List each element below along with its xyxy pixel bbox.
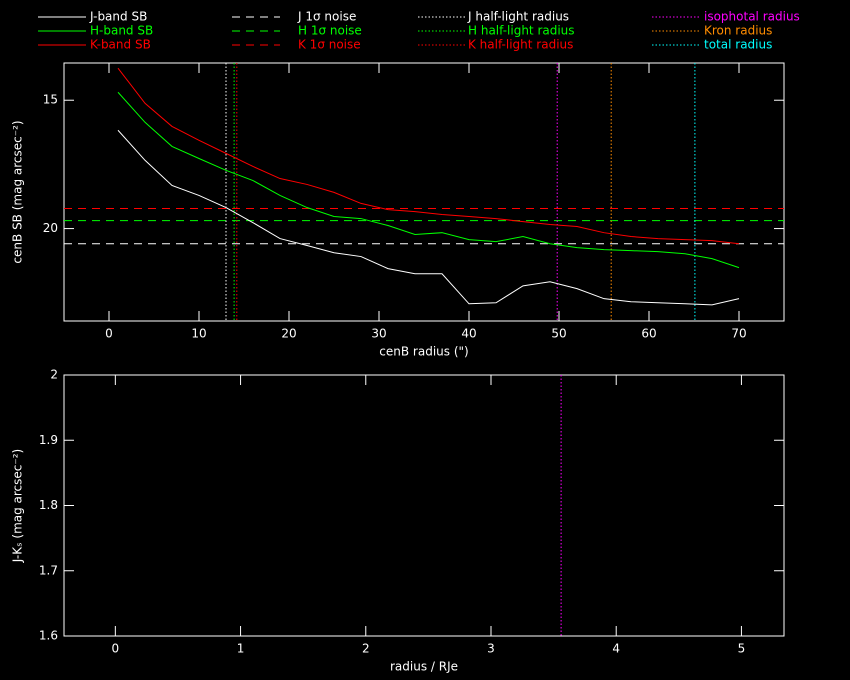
x-tick-label: 40 <box>461 327 476 341</box>
x-tick-label: 0 <box>105 327 113 341</box>
x-tick-label: 4 <box>612 642 620 656</box>
y-axis-label: J-Kₛ (mag arcsec⁻²) <box>11 449 25 563</box>
y-tick-label: 20 <box>43 221 58 235</box>
y-tick-label: 1.6 <box>39 629 58 643</box>
sb-line <box>117 67 740 245</box>
legend-label: K 1σ noise <box>298 38 361 52</box>
x-tick-label: 30 <box>371 327 386 341</box>
plot-frame <box>63 374 785 637</box>
sb-line <box>117 129 740 306</box>
y-tick-label: 1.8 <box>39 498 58 512</box>
x-tick-label: 0 <box>112 642 120 656</box>
sb-line <box>117 91 740 269</box>
x-tick-label: 2 <box>362 642 370 656</box>
legend-label: H 1σ noise <box>298 24 362 38</box>
legend-label: H half-light radius <box>468 24 575 38</box>
legend-label: K-band SB <box>90 38 151 52</box>
x-tick-label: 60 <box>641 327 656 341</box>
x-tick-label: 5 <box>738 642 746 656</box>
legend-label: Kron radius <box>704 24 772 38</box>
y-tick-label: 15 <box>43 93 58 107</box>
x-tick-label: 1 <box>237 642 245 656</box>
legend-label: total radius <box>704 38 772 52</box>
x-tick-label: 50 <box>551 327 566 341</box>
x-tick-label: 70 <box>731 327 746 341</box>
x-axis-label: radius / RJe <box>390 660 458 674</box>
x-axis-label: cenB radius (") <box>379 345 468 359</box>
y-tick-label: 2 <box>50 368 58 382</box>
legend-label: isophotal radius <box>704 10 800 24</box>
legend-label: J 1σ noise <box>297 10 356 24</box>
y-tick-label: 1.9 <box>39 433 58 447</box>
x-tick-label: 3 <box>487 642 495 656</box>
x-tick-label: 20 <box>281 327 296 341</box>
plot-frame <box>63 62 785 322</box>
legend-label: K half-light radius <box>468 38 573 52</box>
legend-label: J half-light radius <box>467 10 569 24</box>
y-axis-label: cenB SB (mag arcsec⁻²) <box>11 120 25 263</box>
x-tick-label: 10 <box>191 327 206 341</box>
y-tick-label: 1.7 <box>39 563 58 577</box>
legend-label: H-band SB <box>90 24 153 38</box>
legend-label: J-band SB <box>89 10 147 24</box>
